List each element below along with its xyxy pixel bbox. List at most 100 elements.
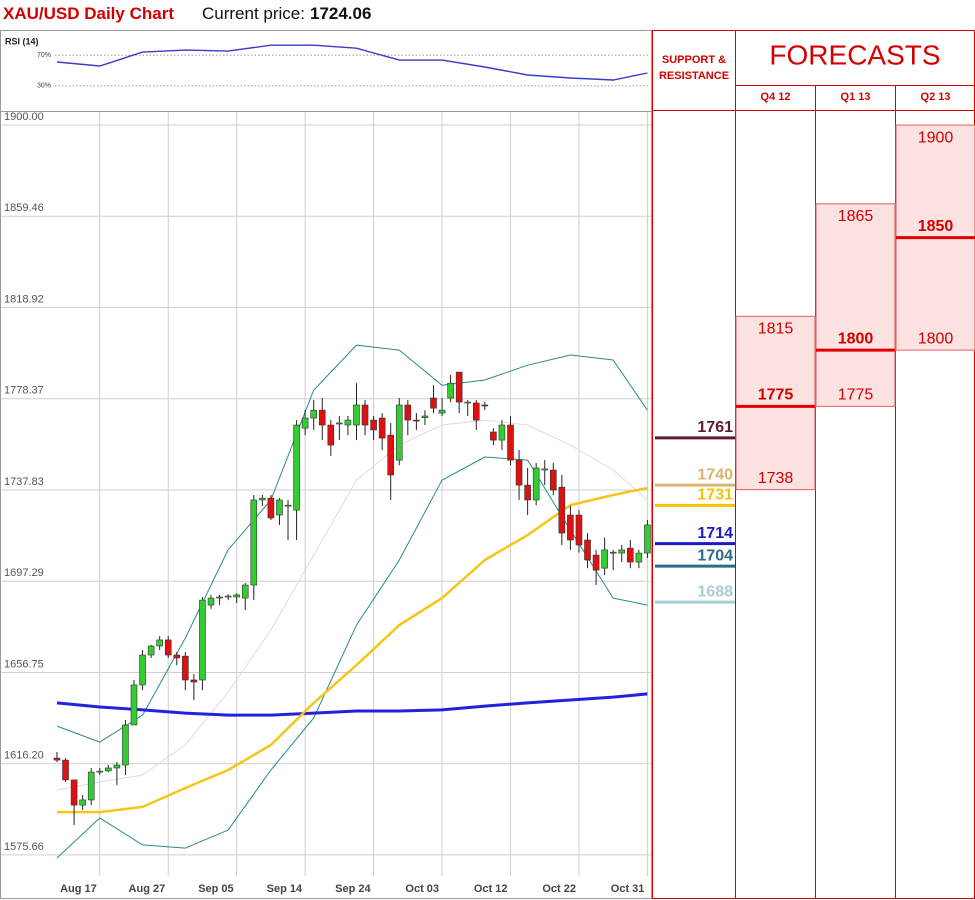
chart-title: XAU/USD Daily Chart [3,4,174,23]
forecast-mid: 1775 [758,387,794,404]
candle-body [207,597,215,606]
candle-body [164,639,172,656]
y-tick-label: 1900.00 [4,111,44,123]
x-tick-label: Sep 05 [198,883,233,895]
forecast-mid: 1850 [918,218,954,235]
candle-body [490,431,497,441]
candle-body [524,484,531,501]
x-tick-label: Oct 31 [611,883,645,895]
candle-body [224,595,232,598]
candle-body [567,514,574,541]
candle-body [558,486,566,534]
candle-body [592,554,600,571]
candle-body [122,724,129,766]
y-tick-label: 1656.75 [4,658,44,670]
candle-body [541,468,549,471]
candle-body [250,499,258,586]
candle-body [336,422,343,425]
candle-body [276,499,283,516]
candle-body [609,551,617,554]
candle-body [156,639,163,647]
price-value: 1724.06 [310,4,371,23]
sr-title: SUPPORT & RESISTANCE [658,54,730,82]
x-tick-label: Sep 14 [267,883,303,895]
price-frame [0,111,652,899]
level-label: 1704 [697,547,733,564]
forecast-high: 1815 [758,321,794,338]
candle-body [635,552,643,563]
candle-body [130,684,138,726]
column-header: Q4 12 [761,91,791,103]
candle-body [344,419,352,426]
level-label: 1731 [697,487,733,504]
candle-body [584,539,591,561]
candle-body [53,757,61,761]
candle-body [62,759,69,781]
candle-body [173,654,181,659]
rsi-tick-label: 30% [37,83,51,90]
level-label: 1740 [697,466,733,483]
candle-body [430,397,437,409]
x-tick-label: Aug 17 [60,883,97,895]
candle-body [301,417,309,429]
candle-body [618,549,626,554]
candle-body [233,594,240,598]
indicator-line [56,456,648,859]
candle-body [378,417,386,439]
indicator-line [57,486,648,814]
candle-body [310,409,317,419]
candle-body [387,434,395,476]
rsi-line [56,44,648,81]
x-tick-label: Aug 27 [129,883,166,895]
candle-body [481,404,489,407]
candle-body [627,547,634,563]
indicator-line [56,692,648,717]
candle-body [421,415,429,418]
candle-body [601,549,608,569]
sr-title-box: SUPPORT & RESISTANCE [658,54,730,82]
candle-body [284,504,292,507]
forecast-mid: 1800 [838,330,874,347]
forecast-low: 1775 [838,387,874,404]
forecast-range [735,315,816,491]
y-tick-label: 1778.37 [4,385,44,397]
x-tick-label: Sep 24 [335,883,371,895]
candle-body [464,401,472,404]
level-label: 1688 [697,583,733,600]
forecast-title: FORECASTS [769,39,940,70]
indicator-line [56,344,648,743]
candle-body [147,645,155,656]
price-line: Current price: 1724.06 [202,4,371,23]
candle-body [532,467,540,501]
candle-body [241,584,249,599]
candle-body [404,404,412,421]
price-label: Current price: [202,4,305,23]
rsi-tick-label: 70% [37,52,51,59]
candle-body [438,409,446,414]
candle-body [96,770,104,773]
candle-body [216,596,223,599]
forecast-range [815,203,896,407]
rsi-title: RSI (14) [5,36,39,46]
candle-body [644,524,651,554]
rsi-frame [0,30,652,112]
forecast-low: 1800 [918,330,954,347]
column-header: Q1 13 [841,91,871,103]
candle-body [507,424,514,461]
candle-body [498,424,506,441]
candle-body [327,424,335,446]
candle-body [455,371,463,403]
candle-body [515,459,523,486]
y-tick-label: 1616.20 [4,750,44,762]
y-tick-label: 1737.83 [4,476,44,488]
candle-body [87,771,95,801]
level-label: 1714 [697,525,733,542]
x-tick-label: Oct 12 [474,883,508,895]
candle-body [105,767,112,772]
y-tick-label: 1575.66 [4,841,44,853]
y-tick-label: 1697.29 [4,567,44,579]
column-header: Q2 13 [921,91,951,103]
y-tick-label: 1859.46 [4,202,44,214]
header: XAU/USD Daily Chart [3,4,174,23]
level-label: 1761 [697,419,733,436]
